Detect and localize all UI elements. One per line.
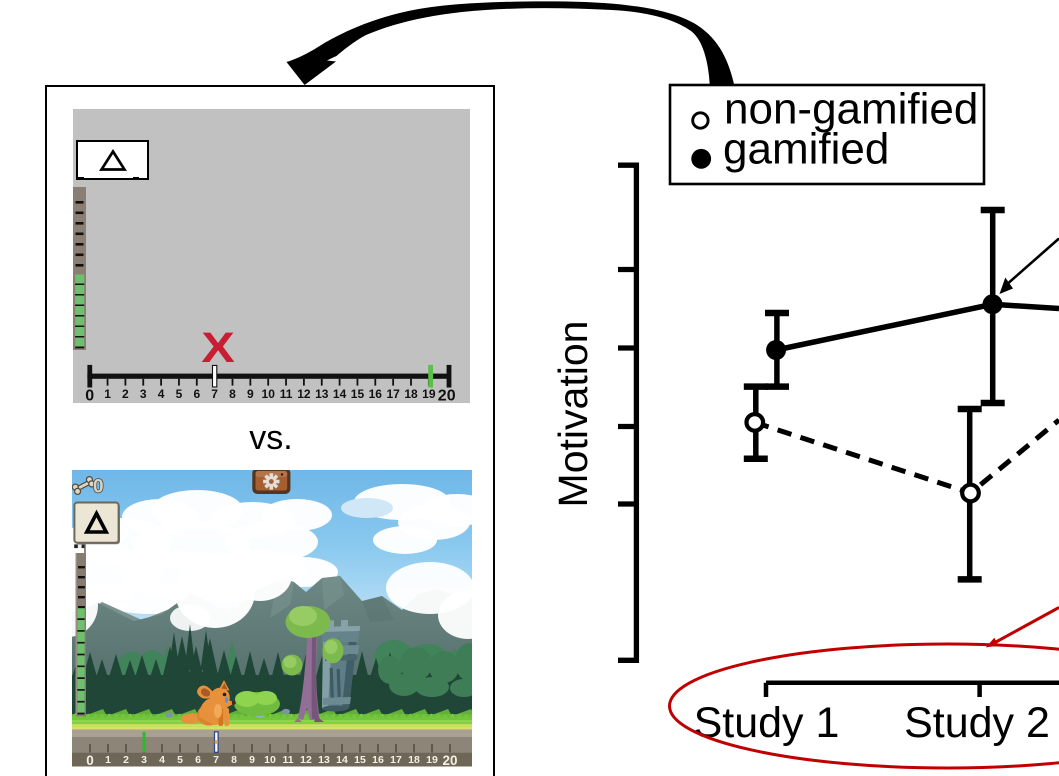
- svg-text:10: 10: [262, 387, 276, 401]
- svg-text:Study 1: Study 1: [694, 699, 840, 747]
- svg-text:1: 1: [105, 754, 111, 766]
- svg-text:5: 5: [177, 754, 183, 766]
- svg-text:7: 7: [213, 754, 219, 766]
- svg-text:14: 14: [333, 387, 347, 401]
- svg-text:11: 11: [282, 754, 293, 766]
- svg-text:2: 2: [122, 387, 129, 401]
- svg-text:14: 14: [336, 754, 348, 766]
- svg-text:12: 12: [297, 387, 311, 401]
- svg-text:20: 20: [442, 753, 457, 766]
- svg-text:4: 4: [158, 387, 165, 401]
- svg-text:8: 8: [229, 387, 236, 401]
- svg-text:0: 0: [86, 753, 94, 766]
- svg-text:16: 16: [372, 754, 384, 766]
- svg-text:3: 3: [141, 754, 147, 766]
- svg-text:1: 1: [104, 387, 111, 401]
- svg-text:11: 11: [280, 387, 293, 401]
- svg-text:17: 17: [386, 387, 400, 401]
- svg-text:19: 19: [422, 387, 436, 401]
- svg-text:2: 2: [123, 754, 129, 766]
- svg-text:gamified: gamified: [723, 125, 889, 174]
- svg-text:6: 6: [193, 387, 200, 401]
- svg-text:10: 10: [264, 754, 276, 766]
- svg-text:4: 4: [159, 754, 165, 766]
- svg-text:Motivation: Motivation: [550, 321, 596, 508]
- svg-text:18: 18: [408, 754, 420, 766]
- svg-text:18: 18: [404, 387, 418, 401]
- svg-text:9: 9: [249, 754, 255, 766]
- svg-text:5: 5: [176, 387, 183, 401]
- svg-text:8: 8: [231, 754, 237, 766]
- svg-text:16: 16: [369, 387, 383, 401]
- svg-text:9: 9: [247, 387, 254, 401]
- svg-text:12: 12: [300, 754, 312, 766]
- svg-text:13: 13: [318, 754, 330, 766]
- svg-text:Study 2: Study 2: [904, 699, 1050, 747]
- svg-text:0: 0: [85, 388, 94, 404]
- svg-text:15: 15: [351, 387, 365, 401]
- svg-text:20: 20: [438, 388, 456, 404]
- svg-text:0: 0: [93, 476, 104, 497]
- svg-text:15: 15: [354, 754, 366, 766]
- svg-text:non-gamified: non-gamified: [724, 84, 978, 133]
- svg-text:7: 7: [211, 387, 218, 401]
- svg-text:17: 17: [390, 754, 402, 766]
- svg-text:6: 6: [195, 754, 201, 766]
- svg-text:13: 13: [315, 387, 329, 401]
- svg-text:3: 3: [140, 387, 147, 401]
- svg-text:19: 19: [426, 754, 438, 766]
